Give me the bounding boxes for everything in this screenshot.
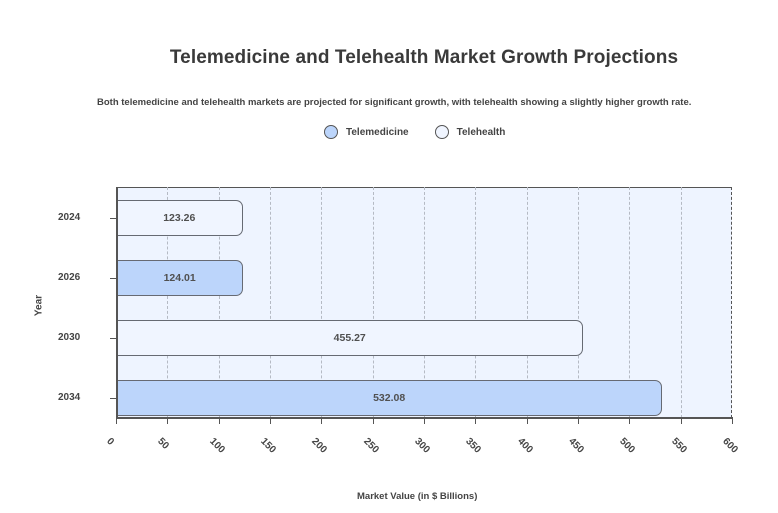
y-tick-label: 2024 [58, 212, 81, 223]
y-tick [110, 218, 116, 219]
gridline [475, 187, 477, 418]
legend-swatch-circle-icon [324, 125, 338, 139]
gridline [270, 187, 271, 418]
legend-label: Telemedicine [346, 126, 409, 138]
x-tick [475, 418, 477, 424]
x-tick [270, 418, 271, 424]
legend: Telemedicine Telehealth [324, 122, 505, 142]
x-tick-label: 150 [258, 436, 278, 456]
bar-value-label: 124.01 [163, 272, 196, 284]
x-tick-label: 400 [514, 436, 535, 456]
x-tick-label: 250 [360, 436, 381, 456]
x-tick-label: 100 [206, 436, 227, 456]
x-tick [218, 418, 220, 424]
gridline [321, 187, 323, 418]
chart-subtitle: Both telemedicine and telehealth markets… [97, 97, 692, 108]
bar-2034[interactable]: 532.08 [117, 380, 663, 416]
y-axis-title: Year [33, 294, 45, 317]
gridline [629, 187, 631, 418]
x-tick-label: 550 [668, 436, 689, 456]
y-tick-label: 2026 [58, 272, 81, 283]
legend-item-telehealth[interactable]: Telehealth [434, 125, 506, 139]
x-tick [680, 418, 682, 424]
gridline [680, 187, 682, 418]
bar-2030[interactable]: 455.27 [117, 320, 584, 356]
x-tick [116, 418, 117, 424]
x-tick-label: 350 [463, 436, 484, 456]
chart-title: Telemedicine and Telehealth Market Growt… [169, 47, 679, 68]
legend-item-telemedicine[interactable]: Telemedicine [324, 125, 409, 139]
gridline [218, 187, 220, 418]
y-tick [110, 398, 116, 399]
x-axis-title: Market Value (in $ Billions) [357, 491, 478, 502]
y-tick [110, 278, 116, 279]
bar-2024[interactable]: 123.26 [117, 200, 243, 236]
x-tick [732, 418, 733, 424]
x-tick-label: 50 [155, 436, 172, 452]
y-axis-line [116, 187, 118, 419]
gridline [578, 187, 579, 418]
bar-value-label: 455.27 [333, 332, 366, 344]
gridline [372, 187, 374, 418]
y-tick-label: 2030 [58, 332, 81, 343]
x-tick [578, 418, 579, 424]
x-tick [321, 418, 323, 424]
x-tick [629, 418, 631, 424]
bar-value-label: 123.26 [163, 212, 196, 224]
x-tick-label: 0 [104, 436, 116, 448]
x-tick [526, 418, 528, 424]
y-tick-label: 2034 [58, 392, 81, 403]
y-tick [110, 338, 116, 339]
x-tick-label: 300 [412, 436, 432, 456]
gridline [526, 187, 528, 418]
x-tick [372, 418, 374, 424]
gridline [424, 187, 425, 418]
x-tick-label: 450 [566, 436, 586, 456]
bar-2026[interactable]: 124.01 [117, 260, 244, 296]
x-tick [424, 418, 425, 424]
x-tick-label: 600 [720, 436, 740, 456]
legend-label: Telehealth [456, 126, 506, 138]
x-tick-label: 200 [309, 436, 330, 456]
bar-value-label: 532.08 [373, 392, 406, 404]
gridline [167, 187, 169, 418]
x-tick-label: 500 [617, 436, 638, 456]
legend-swatch-circle-icon [434, 125, 449, 139]
x-tick [167, 418, 169, 424]
